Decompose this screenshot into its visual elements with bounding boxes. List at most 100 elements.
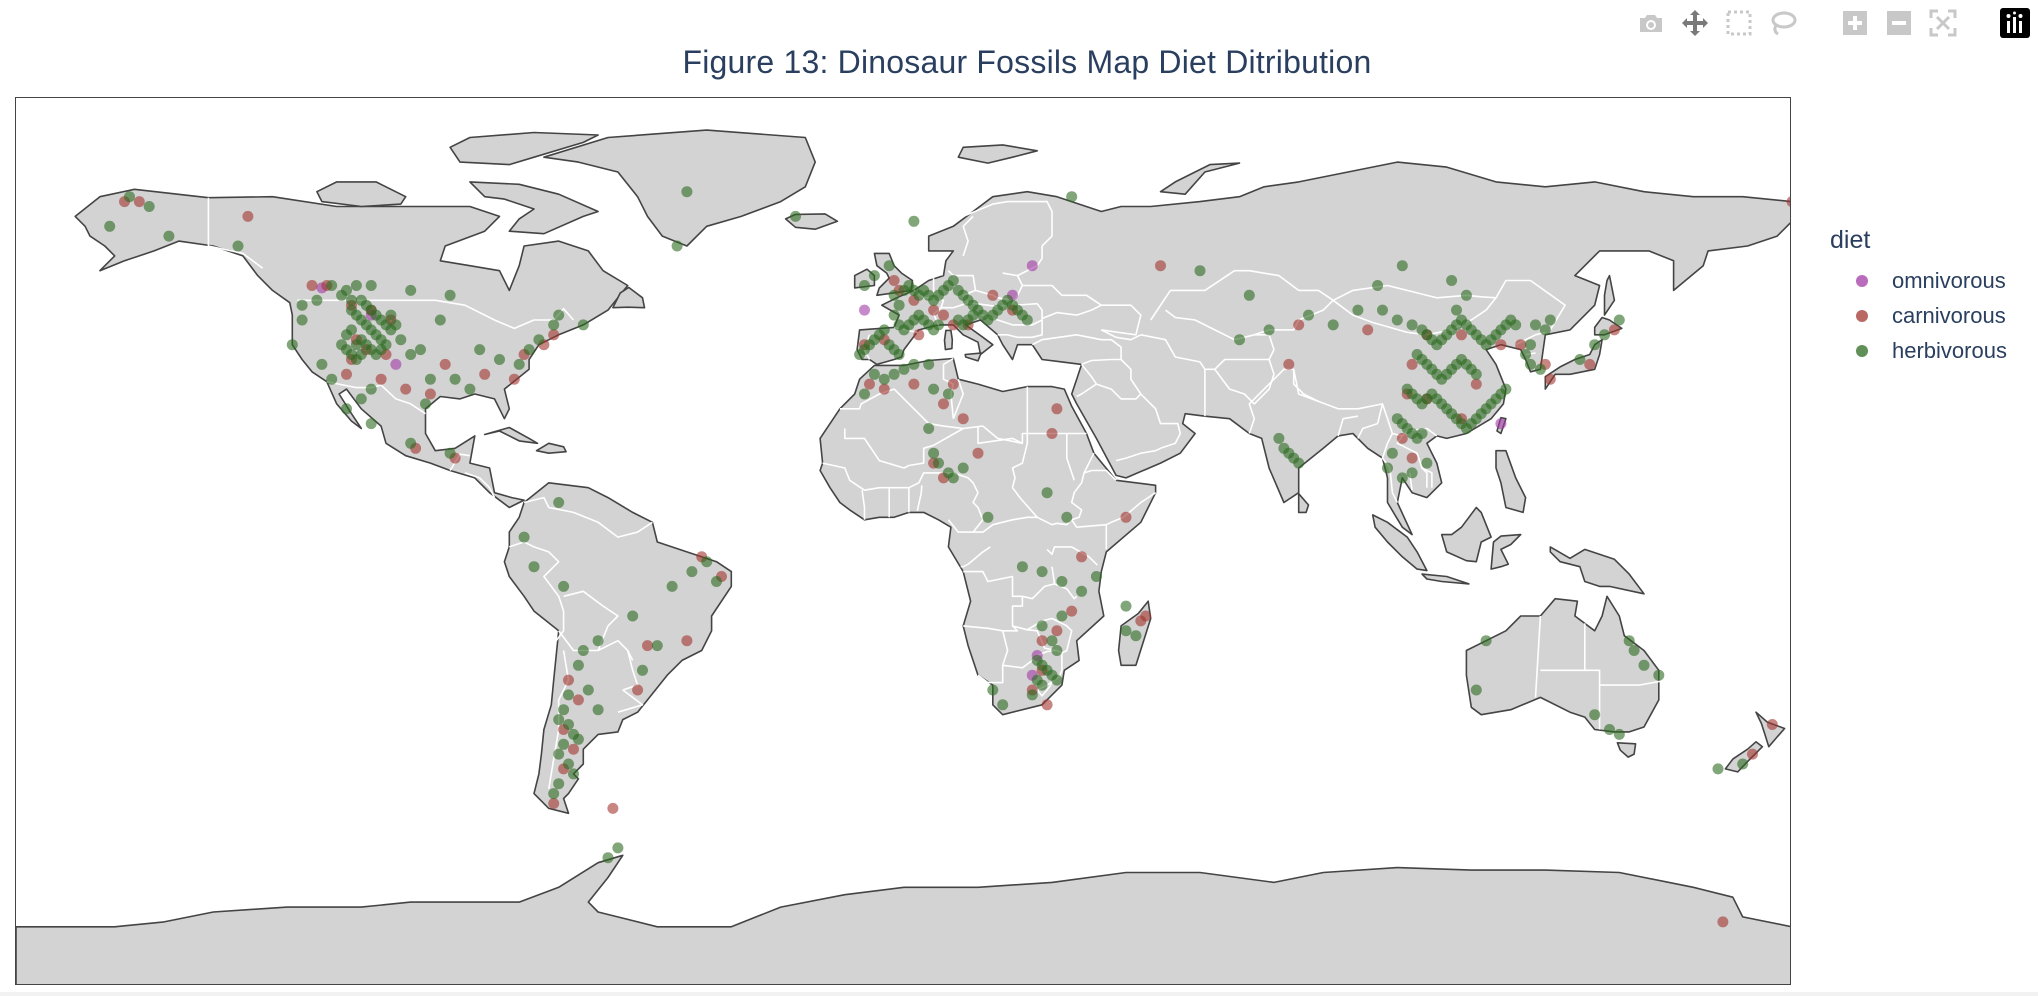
camera-icon[interactable] bbox=[1636, 8, 1666, 38]
fossil-point-herbivorous[interactable] bbox=[1026, 689, 1038, 701]
zoom-out-icon[interactable] bbox=[1884, 8, 1914, 38]
fossil-point-herbivorous[interactable] bbox=[582, 684, 594, 696]
fossil-point-carnivorous[interactable] bbox=[1046, 428, 1058, 439]
fossil-point-herbivorous[interactable] bbox=[1510, 319, 1522, 331]
fossil-point-herbivorous[interactable] bbox=[296, 299, 308, 311]
fossil-point-herbivorous[interactable] bbox=[893, 299, 905, 311]
fossil-point-carnivorous[interactable] bbox=[508, 373, 520, 385]
fossil-point-herbivorous[interactable] bbox=[681, 186, 693, 198]
fossil-point-herbivorous[interactable] bbox=[163, 230, 175, 242]
fossil-point-herbivorous[interactable] bbox=[933, 457, 944, 469]
fossil-point-carnivorous[interactable] bbox=[1041, 699, 1053, 711]
fossil-point-herbivorous[interactable] bbox=[346, 304, 357, 316]
fossil-point-herbivorous[interactable] bbox=[558, 580, 570, 592]
fossil-point-herbivorous[interactable] bbox=[326, 280, 338, 291]
fossil-point-herbivorous[interactable] bbox=[1396, 472, 1408, 484]
fossil-point-herbivorous[interactable] bbox=[513, 358, 525, 370]
fossil-point-carnivorous[interactable] bbox=[972, 447, 984, 459]
fossil-point-herbivorous[interactable] bbox=[923, 358, 935, 370]
fossil-point-herbivorous[interactable] bbox=[1480, 635, 1492, 647]
fossil-point-herbivorous[interactable] bbox=[1293, 457, 1305, 469]
fossil-point-herbivorous[interactable] bbox=[1243, 289, 1255, 301]
fossil-point-carnivorous[interactable] bbox=[1608, 324, 1620, 336]
fossil-point-herbivorous[interactable] bbox=[420, 398, 431, 410]
zoom-in-icon[interactable] bbox=[1840, 8, 1870, 38]
fossil-point-herbivorous[interactable] bbox=[854, 349, 866, 360]
fossil-point-herbivorous[interactable] bbox=[888, 368, 900, 380]
fossil-point-herbivorous[interactable] bbox=[365, 418, 377, 430]
fossil-point-carnivorous[interactable] bbox=[938, 398, 949, 410]
fossil-point-herbivorous[interactable] bbox=[1263, 324, 1275, 336]
fossil-point-herbivorous[interactable] bbox=[326, 373, 338, 385]
fossil-point-herbivorous[interactable] bbox=[1574, 354, 1586, 365]
fossil-point-herbivorous[interactable] bbox=[1525, 358, 1536, 370]
fossil-point-herbivorous[interactable] bbox=[405, 349, 417, 360]
fossil-point-herbivorous[interactable] bbox=[868, 270, 880, 282]
fossil-point-herbivorous[interactable] bbox=[1623, 635, 1635, 647]
fossil-point-carnivorous[interactable] bbox=[1406, 358, 1418, 370]
fossil-point-carnivorous[interactable] bbox=[987, 289, 999, 301]
fossil-point-herbivorous[interactable] bbox=[577, 645, 589, 656]
fossil-point-herbivorous[interactable] bbox=[1056, 610, 1068, 622]
fossil-point-herbivorous[interactable] bbox=[1051, 674, 1063, 686]
fossil-point-herbivorous[interactable] bbox=[1036, 566, 1048, 578]
fossil-point-herbivorous[interactable] bbox=[341, 403, 352, 415]
fossil-point-herbivorous[interactable] bbox=[602, 852, 614, 864]
fossil-point-herbivorous[interactable] bbox=[444, 289, 456, 301]
fossil-point-omnivorous[interactable] bbox=[859, 304, 870, 316]
fossil-point-herbivorous[interactable] bbox=[1372, 280, 1384, 291]
fossil-point-herbivorous[interactable] bbox=[868, 368, 880, 380]
fossil-point-carnivorous[interactable] bbox=[1470, 378, 1482, 390]
fossil-point-herbivorous[interactable] bbox=[671, 240, 683, 252]
fossil-point-carnivorous[interactable] bbox=[1283, 358, 1295, 370]
fossil-point-herbivorous[interactable] bbox=[424, 373, 436, 385]
fossil-point-herbivorous[interactable] bbox=[1638, 659, 1650, 671]
fossil-point-herbivorous[interactable] bbox=[1534, 363, 1546, 375]
fossil-point-herbivorous[interactable] bbox=[947, 275, 959, 286]
fossil-point-herbivorous[interactable] bbox=[1036, 679, 1048, 691]
fossil-point-herbivorous[interactable] bbox=[1628, 645, 1640, 656]
fossil-point-herbivorous[interactable] bbox=[893, 349, 905, 360]
fossil-point-herbivorous[interactable] bbox=[558, 704, 570, 716]
fossil-point-carnivorous[interactable] bbox=[375, 373, 387, 385]
fossil-point-herbivorous[interactable] bbox=[1406, 467, 1418, 479]
fossil-point-herbivorous[interactable] bbox=[883, 260, 895, 272]
fossil-point-carnivorous[interactable] bbox=[913, 329, 925, 341]
fossil-point-carnivorous[interactable] bbox=[957, 413, 969, 425]
fossil-point-carnivorous[interactable] bbox=[938, 309, 949, 321]
fossil-point-carnivorous[interactable] bbox=[1066, 605, 1078, 617]
fossil-point-herbivorous[interactable] bbox=[1589, 709, 1601, 721]
legend-item-omnivorous[interactable]: omnivorous bbox=[1830, 263, 2030, 298]
fossil-point-herbivorous[interactable] bbox=[1041, 487, 1053, 499]
fossil-point-herbivorous[interactable] bbox=[434, 314, 446, 326]
fossil-point-carnivorous[interactable] bbox=[563, 674, 574, 686]
fossil-point-omnivorous[interactable] bbox=[1026, 260, 1038, 272]
plotly-logo-icon[interactable] bbox=[2000, 8, 2030, 38]
fossil-point-herbivorous[interactable] bbox=[336, 339, 348, 351]
fossil-point-carnivorous[interactable] bbox=[479, 368, 491, 380]
fossil-point-herbivorous[interactable] bbox=[1327, 319, 1339, 331]
fossil-point-herbivorous[interactable] bbox=[1544, 314, 1556, 326]
fossil-point-herbivorous[interactable] bbox=[908, 215, 920, 227]
fossil-point-herbivorous[interactable] bbox=[350, 339, 362, 351]
fossil-point-herbivorous[interactable] bbox=[494, 354, 505, 365]
fossil-point-herbivorous[interactable] bbox=[548, 319, 560, 331]
fossil-point-herbivorous[interactable] bbox=[350, 280, 362, 291]
fossil-point-carnivorous[interactable] bbox=[1396, 432, 1408, 444]
fossil-point-herbivorous[interactable] bbox=[563, 719, 574, 730]
fossil-point-omnivorous[interactable] bbox=[1495, 418, 1507, 430]
fossil-point-carnivorous[interactable] bbox=[1766, 719, 1778, 730]
fossil-point-herbivorous[interactable] bbox=[1589, 339, 1601, 351]
legend-item-carnivorous[interactable]: carnivorous bbox=[1830, 298, 2030, 333]
legend-item-herbivorous[interactable]: herbivorous bbox=[1830, 333, 2030, 368]
fossil-point-herbivorous[interactable] bbox=[286, 339, 298, 351]
fossil-point-carnivorous[interactable] bbox=[400, 383, 412, 395]
fossil-point-carnivorous[interactable] bbox=[1747, 748, 1758, 760]
fossil-point-herbivorous[interactable] bbox=[859, 388, 870, 400]
fossil-point-herbivorous[interactable] bbox=[415, 344, 426, 356]
fossil-point-herbivorous[interactable] bbox=[908, 358, 920, 370]
fossil-point-carnivorous[interactable] bbox=[864, 378, 875, 390]
fossil-point-herbivorous[interactable] bbox=[1737, 758, 1749, 770]
fossil-point-carnivorous[interactable] bbox=[548, 798, 560, 809]
fossil-point-herbivorous[interactable] bbox=[1234, 334, 1245, 346]
